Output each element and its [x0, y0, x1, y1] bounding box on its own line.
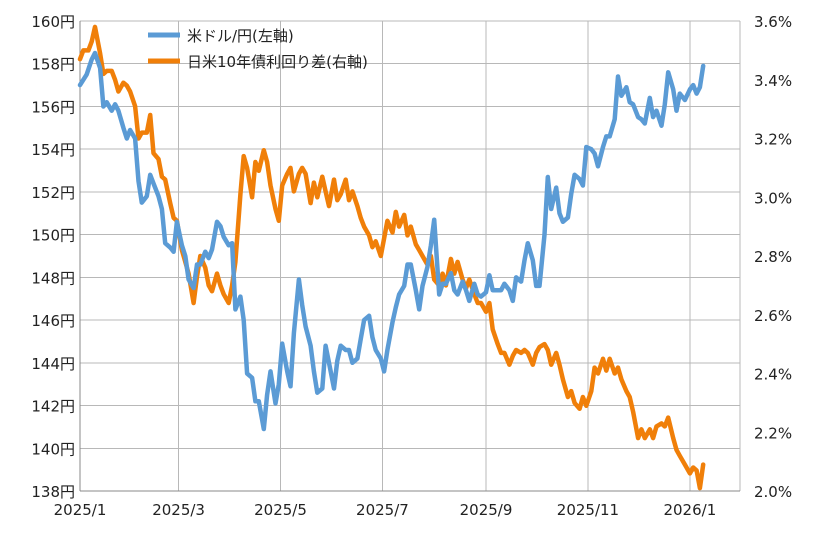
x-tick-label: 2025/1: [54, 501, 107, 519]
y-right-tick-label: 2.4%: [754, 366, 792, 384]
y-right-tick-label: 2.2%: [754, 424, 792, 442]
y-right-tick-label: 3.6%: [754, 13, 792, 31]
y-left-tick-label: 148円: [31, 269, 75, 287]
y-right-tick-label: 3.0%: [754, 189, 792, 207]
y-right-tick-label: 2.0%: [754, 483, 792, 501]
legend: 米ドル/円(左軸) 日米10年債利回り差(右軸): [148, 27, 368, 71]
grid: [79, 20, 741, 492]
series-line-spread: [77, 24, 706, 491]
y-left-tick-label: 154円: [31, 141, 75, 159]
y-right-tick-label: 2.6%: [754, 307, 792, 325]
y-left-tick-label: 140円: [31, 440, 75, 458]
y-left-tick-label: 152円: [31, 184, 75, 202]
axes: 138円 140円 142円 144円 146円 148円 150円 152円 154円 156円…: [31, 13, 792, 519]
series-lines: [77, 24, 706, 491]
y-left-tick-label: 144円: [31, 355, 75, 373]
y-left-tick-label: 158円: [31, 56, 75, 74]
y-right-tick-label: 3.2%: [754, 131, 792, 149]
y-left-tick-label: 142円: [31, 398, 75, 416]
y-left-tick-label: 146円: [31, 312, 75, 330]
y-left-tick-label: 160円: [31, 13, 75, 31]
x-tick-label: 2025/7: [356, 501, 409, 519]
legend-label-usdjpy: 米ドル/円(左軸): [187, 27, 294, 45]
legend-label-spread: 日米10年債利回り差(右軸): [187, 53, 368, 71]
x-tick-label: 2026/1: [663, 501, 716, 519]
x-tick-label: 2025/9: [460, 501, 513, 519]
x-tick-label: 2025/11: [557, 501, 619, 519]
y-left-tick-label: 138円: [31, 483, 75, 501]
x-tick-label: 2025/3: [152, 501, 205, 519]
y-right-tick-label: 3.4%: [754, 72, 792, 90]
y-left-tick-label: 150円: [31, 227, 75, 245]
x-tick-label: 2025/5: [254, 501, 307, 519]
y-right-tick-label: 2.8%: [754, 248, 792, 266]
y-left-tick-label: 156円: [31, 98, 75, 116]
series-line-usdjpy: [77, 50, 706, 432]
